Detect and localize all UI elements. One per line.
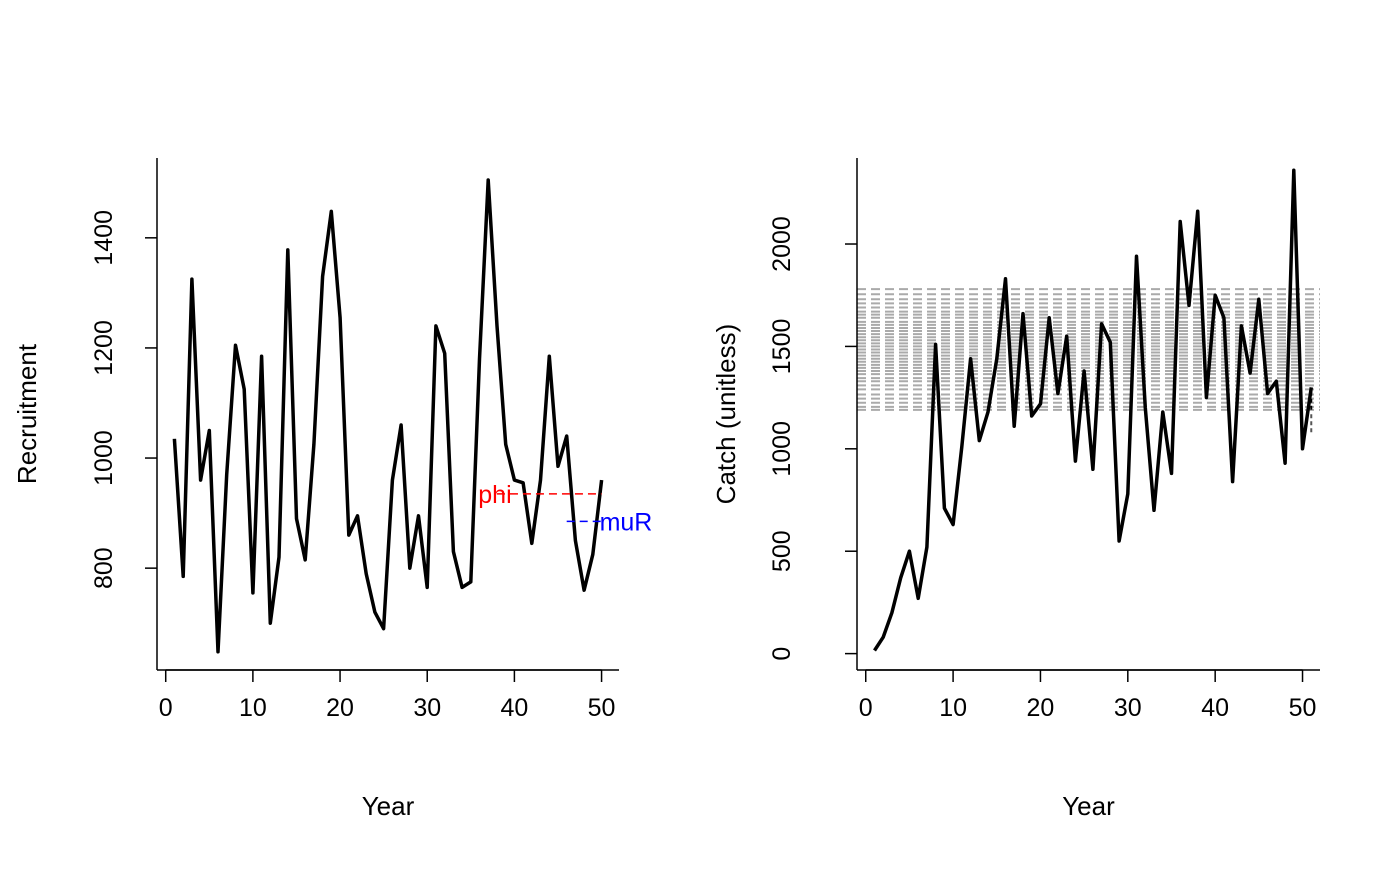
x-tick-label: 50 <box>1289 694 1317 722</box>
y-tick-label: 1200 <box>90 320 118 376</box>
x-axis-label: Year <box>1062 791 1115 821</box>
x-tick-label: 10 <box>239 694 267 722</box>
y-tick-label: 1000 <box>90 430 118 486</box>
series-line <box>873 168 1314 652</box>
y-tick-label: 1000 <box>768 421 796 477</box>
x-tick-label: 0 <box>859 694 873 722</box>
annotation-layer: phi muR <box>478 481 652 537</box>
series-layer <box>172 178 604 654</box>
x-tick-label: 30 <box>1114 694 1142 722</box>
x-tick-label: 20 <box>1027 694 1055 722</box>
y-tick-label: 0 <box>768 647 796 661</box>
y-tick-label: 2000 <box>768 216 796 272</box>
x-tick-label: 30 <box>413 694 441 722</box>
annotation-label-phi: phi <box>478 481 511 509</box>
x-tick-label: 0 <box>159 694 173 722</box>
y-tick-label: 1500 <box>768 319 796 375</box>
y-tick-label: 800 <box>90 547 118 589</box>
recruitment-panel: phi muR 0 10 20 30 40 50 800 1000 1200 1400 Year R… <box>12 158 652 821</box>
y-tick-label: 1400 <box>90 210 118 266</box>
series-layer <box>873 168 1314 652</box>
reference-lines <box>857 288 1320 411</box>
x-tick-label: 20 <box>326 694 354 722</box>
series-line <box>172 178 604 654</box>
y-axis-label: Catch (unitless) <box>711 324 741 505</box>
y-axis-label: Recruitment <box>12 343 42 484</box>
x-tick-label: 50 <box>588 694 616 722</box>
y-tick-label: 500 <box>768 530 796 572</box>
x-tick-label: 40 <box>1201 694 1229 722</box>
x-tick-label: 10 <box>939 694 967 722</box>
x-tick-label: 40 <box>500 694 528 722</box>
annotation-label-muR: muR <box>600 508 653 536</box>
axes-layer: 0 10 20 30 40 50 800 1000 1200 1400 <box>90 158 619 722</box>
x-axis-label: Year <box>362 791 415 821</box>
